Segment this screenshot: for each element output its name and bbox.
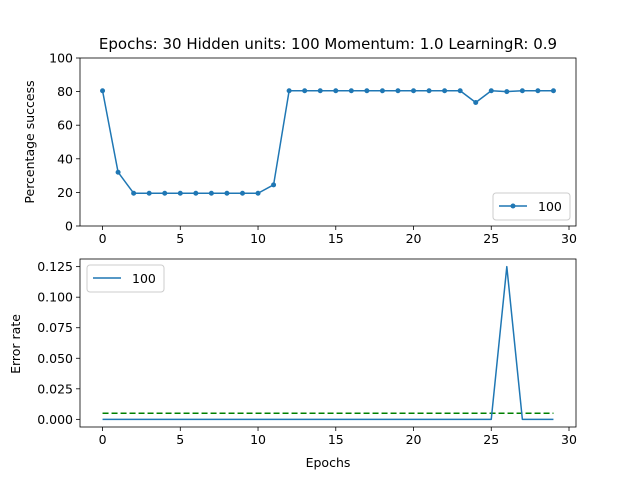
plot-frame <box>79 258 577 428</box>
data-point <box>271 182 277 188</box>
y-tick-label: 0.050 <box>37 351 73 366</box>
x-tick-label: 25 <box>483 231 499 246</box>
data-point <box>442 88 448 94</box>
data-point <box>115 169 121 175</box>
data-point <box>317 88 323 94</box>
data-point <box>224 190 230 196</box>
series-line <box>101 90 554 194</box>
y-tick-label: 0.000 <box>37 412 73 427</box>
data-point <box>333 88 339 94</box>
legend-label: 100 <box>538 199 562 214</box>
y-tick-label: 40 <box>57 151 73 166</box>
x-tick-label: 20 <box>406 231 422 246</box>
data-point <box>426 88 432 94</box>
x-tick-label: 0 <box>99 231 107 246</box>
y-tick-label: 80 <box>57 84 73 99</box>
data-point <box>239 190 245 196</box>
data-point <box>504 89 510 95</box>
data-point <box>550 88 556 94</box>
y-tick-label: 0.075 <box>37 320 73 335</box>
data-point <box>162 190 168 196</box>
data-point <box>473 100 479 106</box>
x-tick-label: 0 <box>99 432 107 447</box>
data-point <box>131 190 137 196</box>
x-tick-label: 15 <box>328 231 344 246</box>
chart-title: Epochs: 30 Hidden units: 100 Momentum: 1… <box>99 35 557 53</box>
y-tick-label: 100 <box>49 51 73 66</box>
y-tick-label: 0.125 <box>37 259 73 274</box>
data-point <box>535 88 541 94</box>
plot-frame <box>79 57 577 227</box>
data-point <box>379 88 385 94</box>
x-tick-label: 5 <box>176 231 184 246</box>
x-tick-label: 30 <box>561 432 577 447</box>
y-tick-label: 20 <box>57 185 73 200</box>
y-tick-label: 0.025 <box>37 381 73 396</box>
legend: 100 <box>86 264 165 293</box>
series-line <box>102 265 554 421</box>
x-axis-label: Epochs <box>306 455 351 470</box>
x-tick-label: 15 <box>328 432 344 447</box>
x-tick-label: 20 <box>406 432 422 447</box>
x-tick-label: 25 <box>483 432 499 447</box>
y-tick-label: 0.100 <box>37 290 73 305</box>
data-point <box>364 88 370 94</box>
success-chart: Epochs: 30 Hidden units: 100 Momentum: 1… <box>22 35 577 246</box>
data-point <box>193 190 199 196</box>
x-tick-label: 30 <box>561 231 577 246</box>
data-point <box>100 88 106 94</box>
data-point <box>255 190 261 196</box>
legend: 100 <box>492 192 571 221</box>
data-point <box>457 88 463 94</box>
data-point <box>146 190 152 196</box>
x-tick-label: 10 <box>250 231 266 246</box>
data-point <box>395 88 401 94</box>
data-point <box>286 88 292 94</box>
y-axis-label: Percentage success <box>22 80 37 203</box>
x-tick-label: 10 <box>250 432 266 447</box>
data-point <box>488 88 494 94</box>
y-tick-label: 0 <box>65 219 73 234</box>
legend-label: 100 <box>132 271 156 286</box>
error-chart: Error rate Epochs 0 5 10 15 20 25 30 0.000 0.025… <box>8 258 577 470</box>
data-point <box>411 88 417 94</box>
data-point <box>302 88 308 94</box>
data-point <box>519 88 525 94</box>
data-point <box>348 88 354 94</box>
x-tick-label: 5 <box>176 432 184 447</box>
y-tick-label: 60 <box>57 118 73 133</box>
data-point <box>177 190 183 196</box>
y-axis-label: Error rate <box>8 314 23 374</box>
data-point <box>208 190 214 196</box>
